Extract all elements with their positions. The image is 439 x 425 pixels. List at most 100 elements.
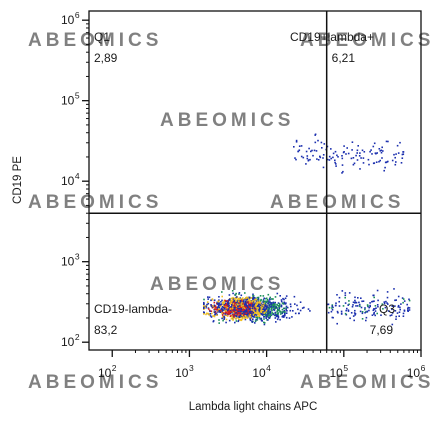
event-dot [347, 310, 350, 312]
event-dot [263, 297, 265, 300]
event-dot [280, 311, 282, 313]
watermark-6: ABEOMICS [150, 274, 284, 295]
event-dot [352, 301, 355, 304]
event-dot [221, 306, 224, 308]
event-dot [243, 301, 246, 304]
event-dot [269, 315, 271, 318]
event-dot [269, 310, 272, 313]
event-dot [228, 302, 230, 305]
event-dot [278, 303, 281, 306]
event-dot [267, 312, 269, 315]
event-dot [386, 302, 388, 304]
event-dot [264, 315, 266, 318]
event-dot [279, 313, 282, 315]
event-dot [224, 299, 227, 302]
x-tick-exponent: 2 [112, 363, 117, 373]
event-dot [268, 312, 270, 315]
event-dot [213, 304, 216, 307]
event-dot [283, 314, 285, 317]
event-dot [216, 307, 218, 309]
event-dot [348, 303, 350, 306]
event-dot [283, 310, 286, 312]
event-dot [234, 321, 236, 324]
event-dot [389, 314, 392, 317]
event-dot [312, 154, 314, 157]
event-dot [259, 300, 261, 303]
event-dot [395, 153, 397, 155]
event-dot [261, 305, 263, 307]
event-dot [277, 316, 280, 319]
event-dot [224, 313, 226, 315]
event-dot [285, 308, 287, 310]
event-dot [380, 151, 383, 154]
event-dot [253, 307, 256, 309]
event-dot [264, 310, 267, 313]
event-dot [218, 322, 220, 324]
event-dot [341, 290, 344, 292]
event-dot [203, 308, 205, 310]
event-dot [248, 308, 251, 310]
event-dot [295, 158, 297, 161]
event-dot [366, 304, 369, 306]
event-dot [204, 306, 206, 309]
event-dot [322, 157, 324, 159]
event-dot [290, 305, 292, 308]
event-dot [214, 313, 216, 316]
event-dot [372, 145, 375, 148]
watermark-1: ABEOMICS [28, 30, 162, 51]
event-dot [397, 295, 400, 298]
event-dot [230, 317, 233, 320]
event-dot [255, 319, 257, 321]
event-dot [364, 308, 366, 311]
event-dot [357, 145, 359, 147]
event-dot [352, 163, 355, 166]
event-dot [251, 300, 254, 302]
event-dot [306, 155, 309, 157]
event-dot [234, 316, 237, 318]
event-dot [230, 300, 232, 303]
event-dot [309, 158, 311, 161]
event-dot [218, 302, 221, 304]
event-dot [309, 310, 311, 312]
x-tick-exponent: 4 [266, 363, 271, 373]
event-dot [242, 317, 244, 320]
event-dot [221, 314, 224, 316]
event-dot [393, 153, 395, 156]
event-dot [237, 300, 240, 303]
event-dot [393, 288, 395, 290]
event-dot [224, 311, 227, 314]
event-dot [343, 145, 345, 147]
event-dot [348, 300, 350, 302]
event-dot [225, 318, 228, 321]
y-tick-exponent: 6 [75, 10, 80, 20]
event-dot [294, 157, 296, 159]
event-dot [330, 148, 332, 150]
quadrant-value-q2: 6,21 [332, 51, 356, 65]
event-dot [298, 149, 301, 151]
event-dot [278, 302, 281, 305]
event-dot [263, 322, 266, 324]
event-dot [313, 149, 316, 152]
event-dot [263, 311, 266, 314]
event-dot [358, 303, 361, 306]
event-dot [218, 319, 220, 321]
event-dot [344, 296, 346, 299]
event-dot [203, 303, 205, 305]
event-dot [226, 302, 228, 305]
event-dot [233, 309, 235, 311]
event-dot [223, 315, 225, 318]
event-dot [408, 307, 411, 309]
event-dot [256, 301, 258, 304]
watermark-4: ABEOMICS [28, 192, 162, 213]
event-dot [248, 296, 251, 299]
event-dot [354, 309, 356, 312]
event-dot [236, 308, 239, 311]
event-dot [306, 157, 309, 160]
event-dot [346, 147, 348, 149]
event-dot [261, 320, 263, 322]
event-dot [253, 300, 256, 303]
event-dot [372, 309, 375, 312]
event-dot [310, 150, 312, 153]
event-dot [263, 303, 266, 306]
event-dot [378, 160, 380, 163]
